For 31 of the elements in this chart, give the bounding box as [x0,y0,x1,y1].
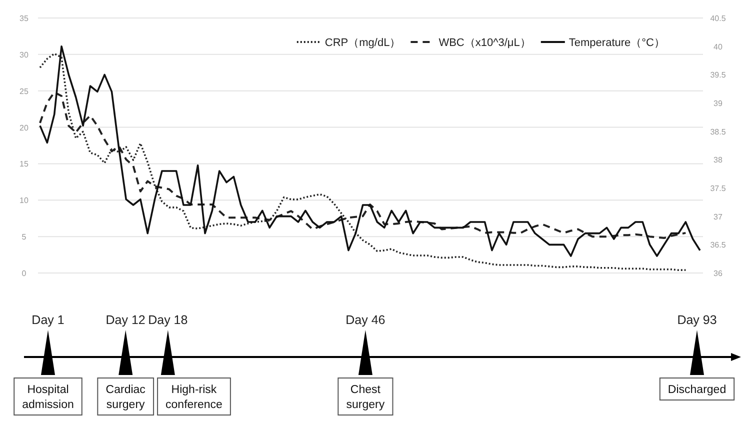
category-label: Discharged [668,384,726,396]
data-label: Day 12 [106,313,146,327]
category-label: Hospital admission [22,384,74,411]
legend-label: CRP（mg/dL） [324,37,401,49]
y2-tick-label: 36.5 [710,240,726,250]
y-tick-label: 0 [22,269,27,278]
category-label: Cardiac surgery [106,384,146,411]
y2-tick-label: 37.5 [710,184,726,193]
y-tick-label: 5 [22,232,27,242]
y-tick-label: 10 [20,196,29,206]
data-label: Day 46 [346,313,386,327]
y-tick-label: 20 [20,123,29,132]
category-label: Chest surgery [346,384,385,411]
y2-tick-label: 40.5 [710,14,726,23]
y2-tick-label: 39 [714,99,723,108]
y-tick-label: 15 [20,160,29,169]
data-label: Day 1 [32,313,64,327]
y2-tick-label: 38 [714,156,723,165]
legend-label: WBC（x10^3/μL） [438,37,531,49]
data-label: Day 18 [148,313,188,327]
y-tick-label: 30 [20,50,29,60]
y2-tick-label: 39.5 [710,70,726,80]
y2-tick-label: 37 [714,212,723,222]
y-tick-label: 25 [20,86,29,96]
category-label: High-risk conference [166,384,222,411]
legend-label: Temperature（°C） [568,37,665,49]
y2-tick-label: 36 [714,269,723,278]
y-tick-label: 35 [20,14,29,23]
y2-tick-label: 40 [714,42,723,52]
y2-tick-label: 38.5 [710,127,726,136]
data-label: Day 93 [677,313,717,327]
